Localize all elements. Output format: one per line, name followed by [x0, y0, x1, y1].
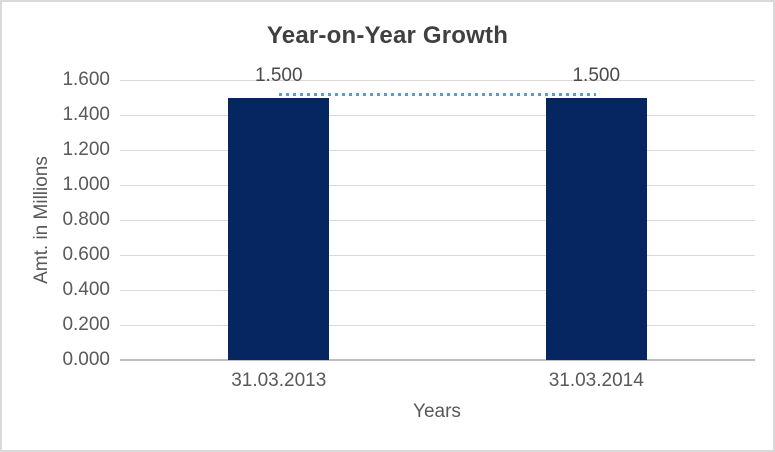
gridline [120, 324, 755, 326]
y-tick-label: 0.600 [62, 244, 110, 265]
x-category-label: 31.03.2014 [548, 370, 644, 391]
bar-data-label: 1.500 [572, 65, 621, 86]
y-tick-label: 1.400 [62, 104, 110, 125]
gridline [120, 289, 755, 291]
gridline [120, 79, 755, 81]
x-axis-line [120, 359, 755, 361]
trend-line [278, 92, 597, 96]
y-tick-label: 0.200 [62, 314, 110, 335]
gridline [120, 219, 755, 221]
gridline [120, 149, 755, 151]
gridline [120, 114, 755, 116]
gridline [120, 184, 755, 186]
plot-area [120, 79, 755, 361]
bar-data-label: 1.500 [254, 65, 303, 86]
x-axis-title: Years [413, 401, 461, 422]
gridline [120, 254, 755, 256]
y-axis-title: Amt. in Millions [31, 156, 52, 284]
y-tick-label: 0.800 [62, 209, 110, 230]
y-tick-label: 1.000 [62, 174, 110, 195]
x-category-label: 31.03.2013 [231, 370, 327, 391]
y-tick-label: 1.600 [62, 69, 110, 90]
y-tick-label: 1.200 [62, 139, 110, 160]
bar [545, 97, 647, 360]
chart-title: Year-on-Year Growth [266, 22, 509, 49]
y-tick-label: 0.000 [62, 349, 110, 370]
y-tick-label: 0.400 [62, 279, 110, 300]
bar [228, 97, 330, 360]
